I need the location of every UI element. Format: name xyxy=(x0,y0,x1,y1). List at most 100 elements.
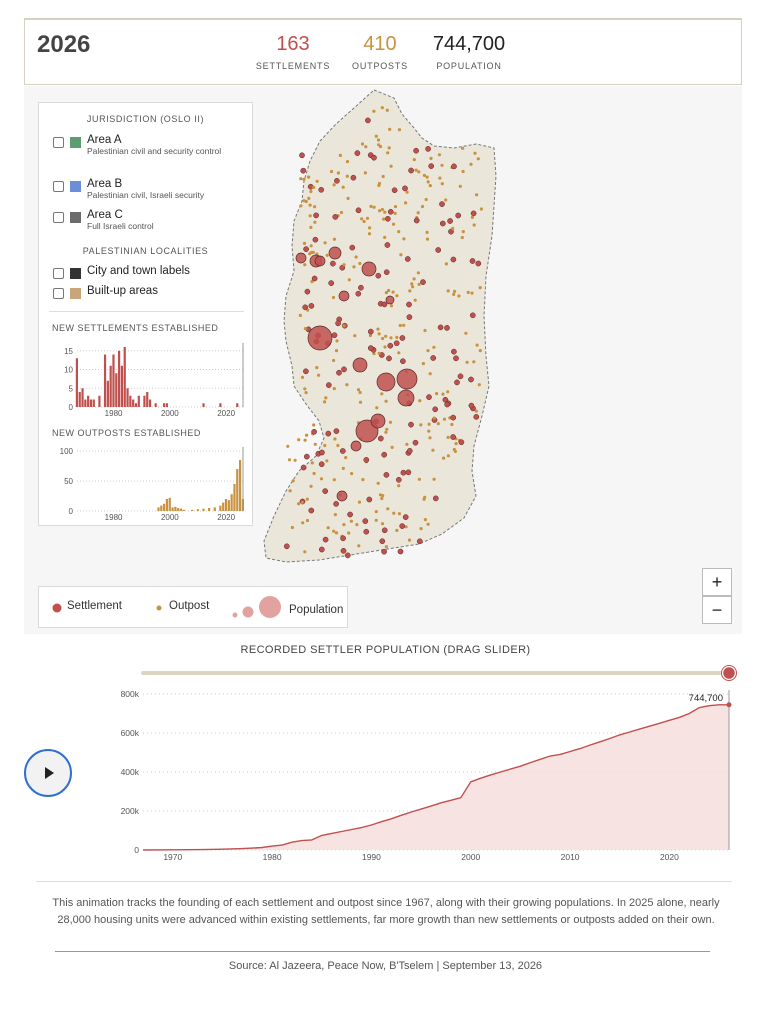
settlements-stat: 163 SETTLEMENTS xyxy=(253,32,333,71)
outpost-marker xyxy=(372,205,376,209)
settlement-marker xyxy=(349,244,356,251)
outpost-marker xyxy=(365,216,370,220)
settlement-marker xyxy=(432,495,439,502)
mini-bar xyxy=(236,403,239,407)
area-c-checkbox[interactable] xyxy=(53,212,64,223)
outpost-marker xyxy=(410,282,414,286)
outpost-marker xyxy=(416,211,420,215)
area-a-checkbox[interactable] xyxy=(53,137,64,148)
city-labels-checkbox[interactable] xyxy=(53,268,64,279)
settlement-marker xyxy=(406,314,413,320)
settlement-marker xyxy=(406,301,412,308)
outpost-marker xyxy=(349,519,353,523)
built-up-label: Built-up areas xyxy=(87,285,158,297)
settlement-marker xyxy=(336,369,342,376)
area-a-toggle[interactable]: Area A Palestinian civil and security co… xyxy=(53,134,237,156)
outpost-marker xyxy=(436,422,440,426)
settlement-key-icon xyxy=(52,603,62,613)
area-b-checkbox[interactable] xyxy=(53,181,64,192)
area-a-label: Area A xyxy=(87,134,122,146)
mini-y-tick: 15 xyxy=(64,347,73,356)
mini-bar xyxy=(87,395,90,407)
settlement-marker xyxy=(473,414,480,420)
x-tick-label: 1970 xyxy=(163,852,182,862)
settlement-marker xyxy=(383,472,390,478)
settlement-population-marker xyxy=(295,252,307,264)
outpost-marker xyxy=(411,285,415,289)
outpost-marker xyxy=(393,205,398,209)
outpost-marker xyxy=(305,518,310,523)
outpost-marker xyxy=(297,502,301,506)
outpost-marker xyxy=(440,163,444,167)
settlement-marker xyxy=(448,228,454,235)
mini-bar xyxy=(168,497,171,511)
outpost-marker xyxy=(412,277,416,281)
outpost-marker xyxy=(428,372,432,376)
settlement-marker xyxy=(340,547,347,554)
outpost-marker xyxy=(458,184,462,188)
map-panel[interactable]: JURISDICTION (OSLO II) Area A Palestinia… xyxy=(24,86,742,634)
outpost-marker xyxy=(326,526,330,530)
outpost-marker xyxy=(299,204,303,208)
built-up-swatch xyxy=(70,288,81,299)
outpost-marker xyxy=(399,253,403,257)
outpost-marker xyxy=(341,466,345,470)
outpost-marker xyxy=(304,199,308,204)
zoom-out-button[interactable]: − xyxy=(702,596,732,624)
play-button[interactable] xyxy=(24,749,72,797)
area-b-toggle[interactable]: Area B Palestinian civil, Israeli securi… xyxy=(53,178,247,200)
outpost-marker xyxy=(315,179,319,183)
outpost-marker xyxy=(453,449,457,453)
outpost-marker xyxy=(454,442,458,446)
outpost-marker xyxy=(444,262,448,266)
outpost-marker xyxy=(441,392,445,396)
stats-header: 2026 163 SETTLEMENTS 410 OUTPOSTS 744,70… xyxy=(24,18,742,85)
outpost-marker xyxy=(336,171,340,175)
settlement-marker xyxy=(334,177,340,184)
outpost-marker xyxy=(353,334,357,338)
zoom-in-button[interactable]: + xyxy=(702,568,732,596)
outpost-marker xyxy=(338,153,342,157)
x-tick-label: 2000 xyxy=(461,852,480,862)
outpost-marker xyxy=(303,438,307,442)
outpost-marker xyxy=(347,531,351,535)
built-up-checkbox[interactable] xyxy=(53,288,64,299)
outpost-marker xyxy=(475,193,479,197)
outpost-marker xyxy=(426,180,430,184)
population-chart[interactable]: 0 200k 400k 600k 800k 1970 1980 1990 2000 2010 202… xyxy=(0,660,771,900)
settlement-marker xyxy=(355,290,362,297)
settlement-marker xyxy=(332,214,339,220)
population-key-label: Population xyxy=(289,604,344,616)
settlement-marker xyxy=(367,328,374,335)
mini-bar xyxy=(230,494,233,511)
settlement-marker xyxy=(454,379,460,386)
west-bank-map[interactable] xyxy=(24,86,742,634)
outpost-marker xyxy=(386,151,390,155)
outpost-marker xyxy=(345,383,349,387)
area-c-toggle[interactable]: Area C Full Israeli control xyxy=(53,209,237,231)
settlement-marker xyxy=(387,208,394,215)
mini-bar xyxy=(126,388,129,407)
outpost-marker xyxy=(389,304,394,308)
settlement-marker xyxy=(363,528,370,535)
mini-bar xyxy=(132,399,135,407)
mini-x-tick: 2000 xyxy=(161,513,179,522)
outpost-marker xyxy=(422,173,426,177)
outpost-marker xyxy=(310,280,314,284)
mini-x-tick: 2000 xyxy=(161,409,179,418)
settlement-marker xyxy=(341,366,347,373)
mini-bar xyxy=(118,350,121,407)
outpost-marker xyxy=(378,209,382,213)
outpost-marker xyxy=(408,289,412,293)
city-labels-toggle[interactable]: City and town labels xyxy=(53,265,190,279)
outpost-marker xyxy=(422,497,426,501)
settlement-marker xyxy=(325,430,332,437)
mini-bar xyxy=(177,508,180,511)
outpost-marker xyxy=(383,235,387,239)
city-labels-swatch xyxy=(70,268,81,279)
outpost-marker xyxy=(368,226,372,230)
settlement-marker xyxy=(319,449,325,456)
outpost-marker xyxy=(380,207,384,212)
built-up-toggle[interactable]: Built-up areas xyxy=(53,285,158,299)
outpost-marker xyxy=(387,146,391,150)
